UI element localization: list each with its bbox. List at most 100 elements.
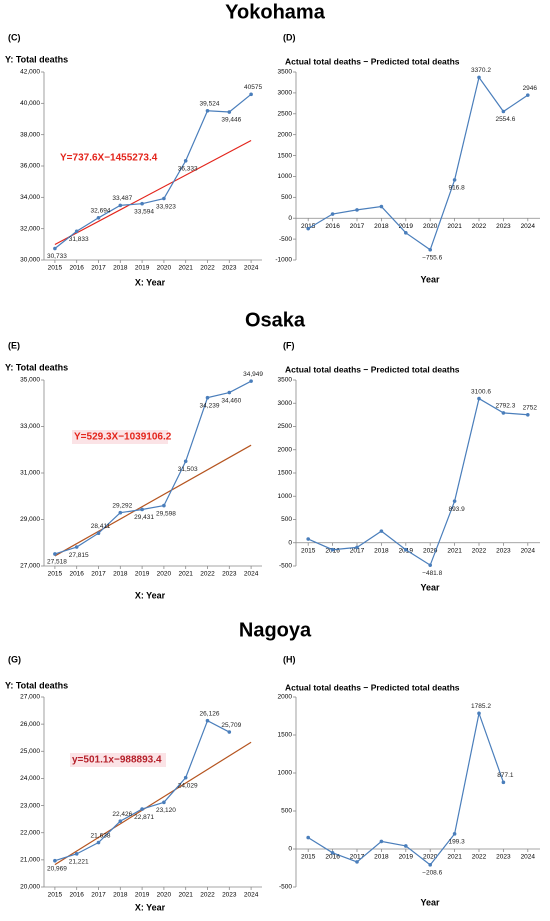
y-tick-label: 2500 <box>278 110 293 117</box>
y-tick-label: 1000 <box>278 770 293 777</box>
x-tick-label: 2016 <box>69 265 84 272</box>
data-point <box>501 780 506 785</box>
data-point <box>118 203 123 208</box>
y-tick-label: 1000 <box>278 173 293 180</box>
y-tick-label: -500 <box>279 563 292 570</box>
data-point <box>379 839 384 844</box>
value-label: 34,460 <box>221 397 241 404</box>
y-tick-label: 27,000 <box>20 563 40 570</box>
data-point <box>74 229 79 234</box>
x-tick-label: 2020 <box>157 892 172 899</box>
y-tick-label: 500 <box>281 194 292 201</box>
x-axis-label: X: Year <box>135 590 166 600</box>
data-point <box>183 459 188 464</box>
chart-title: Actual total deaths − Predicted total de… <box>285 682 460 692</box>
x-tick-label: 2016 <box>69 571 84 578</box>
value-label: 33,594 <box>134 208 154 215</box>
x-tick-label: 2024 <box>521 854 536 861</box>
value-label: 26,126 <box>200 710 220 717</box>
data-point <box>162 196 166 201</box>
data-point <box>205 718 210 723</box>
annotation-bg <box>72 430 168 444</box>
x-tick-label: 2021 <box>447 547 462 554</box>
x-tick-label: 2023 <box>496 854 511 861</box>
data-point <box>162 503 166 508</box>
y-tick-label: 1500 <box>278 152 293 159</box>
y-tick-label: 38,000 <box>20 131 40 138</box>
y-tick-label: 0 <box>288 215 292 222</box>
x-tick-label: 2015 <box>301 854 316 861</box>
y-tick-label: 3500 <box>278 69 293 76</box>
y-tick-label: 1500 <box>278 470 293 477</box>
data-point <box>526 412 530 417</box>
x-tick-label: 2022 <box>200 265 215 272</box>
value-label: 39,446 <box>221 117 241 124</box>
data-point <box>452 499 457 503</box>
data-point <box>452 178 457 182</box>
annotation: Y=737.6X−1455273.4 <box>60 153 158 164</box>
x-tick-label: 2015 <box>301 547 316 554</box>
data-point <box>404 547 408 552</box>
annotation: Y=529.3X−1039106.2 <box>74 432 172 443</box>
y-tick-label: 30,000 <box>20 257 40 264</box>
y-tick-label: 22,000 <box>20 829 40 836</box>
chart-title: Actual total deaths − Predicted total de… <box>285 364 460 374</box>
data-point <box>249 92 253 97</box>
x-tick-label: 2016 <box>69 892 84 899</box>
x-tick-label: 2015 <box>48 892 63 899</box>
value-label: 34,949 <box>243 371 263 378</box>
y-tick-label: 3000 <box>278 90 293 97</box>
x-tick-label: 2015 <box>48 265 63 272</box>
value-label: 23,120 <box>156 807 176 814</box>
x-tick-label: 2017 <box>350 223 365 230</box>
x-tick-label: 2019 <box>399 223 414 230</box>
data-point <box>53 246 57 251</box>
x-tick-label: 2015 <box>301 223 316 230</box>
data-point <box>355 860 359 864</box>
y-tick-label: 0 <box>288 539 292 546</box>
data-point <box>355 208 359 212</box>
x-tick-label: 2018 <box>374 223 389 230</box>
value-label: 40575 <box>244 84 262 91</box>
series-line <box>54 719 230 862</box>
data-point <box>404 231 408 235</box>
x-axis-label: Year <box>420 897 440 907</box>
data-point <box>118 510 123 515</box>
x-tick-label: 2018 <box>374 854 389 861</box>
value-label: 2554.6 <box>495 116 515 123</box>
value-label: 3100.6 <box>471 388 491 395</box>
trend-line <box>54 444 252 557</box>
value-label: 32,694 <box>91 208 111 215</box>
y-tick-label: 24,000 <box>20 775 40 782</box>
data-point <box>96 840 101 845</box>
x-tick-label: 2017 <box>350 854 365 861</box>
value-label: 25,709 <box>221 722 241 729</box>
y-tick-label: 42,000 <box>20 69 40 76</box>
x-tick-label: 2020 <box>423 547 438 554</box>
chart-title: Y: Total deaths <box>5 54 68 64</box>
y-tick-label: 500 <box>281 808 292 815</box>
x-tick-label: 2022 <box>472 854 487 861</box>
y-tick-label: 23,000 <box>20 802 40 809</box>
trend-line <box>54 139 252 246</box>
y-tick-label: 27,000 <box>20 694 40 701</box>
x-axis-label: Year <box>420 274 440 284</box>
value-label: −755.6 <box>422 255 442 262</box>
y-tick-label: 500 <box>281 516 292 523</box>
y-tick-label: 2500 <box>278 423 293 430</box>
x-tick-label: 2015 <box>48 571 63 578</box>
value-label: 28,411 <box>91 523 111 530</box>
value-label: 1785.2 <box>471 703 491 710</box>
value-label: 21,638 <box>91 832 111 839</box>
y-tick-label: 2000 <box>278 694 293 701</box>
panel-label: (C) <box>8 32 21 42</box>
x-tick-label: 2022 <box>472 547 487 554</box>
y-tick-label: 36,000 <box>20 163 40 170</box>
value-label: 916.8 <box>448 185 465 192</box>
data-point <box>477 396 481 401</box>
value-label: 39,524 <box>200 101 220 108</box>
series-line <box>54 380 252 555</box>
y-tick-label: 20,000 <box>20 884 40 891</box>
y-tick-label: 34,000 <box>20 194 40 201</box>
data-point <box>330 851 335 855</box>
